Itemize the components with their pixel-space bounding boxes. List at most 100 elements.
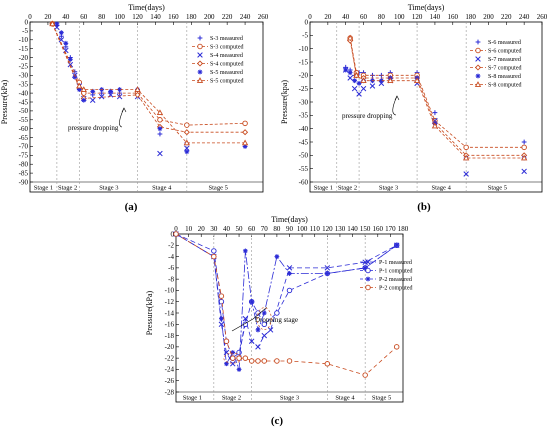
marker-point [76, 87, 82, 92]
marker-point [173, 231, 179, 237]
y-tick-label: -20 [165, 343, 175, 351]
marker-point [365, 267, 371, 274]
chart-panel-1: 0 20 40 60 80 100 120 140 160 180 200 220 240 260 Time… [0, 3, 269, 213]
marker-point [196, 60, 204, 67]
y-tick-label: -75 [19, 152, 29, 160]
marker-point [324, 361, 331, 367]
y-tick-label: -40 [299, 125, 309, 133]
annotation-arrowhead [121, 107, 127, 113]
series-line [175, 233, 397, 376]
marker-point [324, 265, 331, 271]
marker-point [242, 355, 249, 361]
marker-point [463, 144, 469, 151]
y-tick-label: -80 [19, 161, 29, 169]
stage-label: Stage 3 [379, 185, 398, 192]
x-tick-label: 160 [168, 13, 179, 21]
marker-point [475, 73, 481, 79]
marker-point [394, 242, 400, 248]
x-tick-label: 140 [347, 225, 358, 233]
marker-point [72, 74, 78, 80]
x-tick-label: 170 [385, 225, 396, 233]
x-tick-label: 180 [465, 13, 476, 21]
legend-label: S-7 measured [488, 57, 521, 63]
marker-point [520, 154, 528, 161]
stage-label: Stage 1 [34, 185, 53, 192]
marker-point [157, 117, 163, 123]
annotation-text: pressure dropping [342, 112, 393, 120]
marker-point [242, 120, 248, 127]
x-tick-label: 110 [310, 225, 321, 233]
x-tick-label: 140 [430, 13, 441, 21]
y-tick-label: -8 [168, 275, 174, 283]
marker-point [255, 344, 261, 350]
legend: S-3 measured S-3 computed S-4 measured S-4 … [192, 35, 244, 85]
marker-point [116, 93, 123, 100]
y-tick-label: -5 [22, 27, 28, 35]
series-s-5-computed [49, 20, 249, 146]
marker-point [223, 338, 230, 344]
x-tick-label: 80 [98, 13, 106, 21]
marker-point [156, 109, 164, 116]
marker-point [286, 265, 293, 271]
marker-point [98, 93, 105, 100]
legend-label: S-5 computed [210, 79, 244, 85]
marker-point [211, 253, 217, 260]
y-tick-label: -20 [19, 54, 29, 62]
marker-point [242, 129, 249, 136]
y-tick-label: -5 [302, 32, 308, 40]
marker-point [475, 39, 481, 45]
marker-point [462, 154, 470, 161]
x-tick-label: 30 [210, 225, 218, 233]
marker-point [362, 265, 368, 271]
x-tick-label: 140 [150, 13, 161, 21]
marker-point [347, 75, 353, 81]
y-tick-label: -15 [299, 58, 309, 66]
x-tick-label: 0 [28, 13, 32, 21]
marker-point [242, 321, 249, 328]
stage-label: Stage 3 [280, 395, 299, 402]
marker-point [157, 126, 163, 132]
stage-label: Stage 2 [58, 185, 77, 192]
marker-point [242, 144, 248, 149]
x-tick-label: 0 [308, 13, 312, 21]
marker-point [248, 358, 255, 364]
marker-point [117, 87, 123, 92]
x-axis-title: Time(days) [128, 3, 165, 12]
marker-point [346, 34, 354, 41]
y-tick-label: 0 [305, 18, 309, 26]
x-tick-label: 220 [501, 13, 512, 21]
marker-point [360, 77, 367, 84]
y-tick-label: -10 [165, 287, 175, 295]
marker-point [183, 129, 190, 136]
y-tick-label: -14 [165, 309, 175, 317]
y-tick-label: -35 [299, 112, 309, 120]
marker-point [413, 77, 421, 84]
legend-label: S-5 measured [210, 70, 243, 76]
x-tick-label: 10 [185, 225, 193, 233]
panel-label: (b) [417, 201, 431, 213]
annotation-text: pressure dropping [68, 124, 119, 132]
marker-point [261, 332, 268, 339]
y-tick-label: -50 [19, 107, 29, 115]
x-tick-label: 70 [261, 225, 269, 233]
marker-point [197, 43, 203, 50]
marker-point [378, 78, 384, 84]
stage-label: Stage 2 [338, 185, 357, 192]
x-tick-label: 80 [273, 225, 281, 233]
marker-point [242, 248, 248, 254]
plot-frame [309, 21, 543, 193]
legend-label: P-1 measured [379, 260, 412, 266]
marker-point [229, 361, 236, 367]
marker-point [387, 77, 394, 84]
x-tick-label: 120 [322, 225, 333, 233]
y-tick-label: -65 [19, 134, 29, 142]
marker-point [360, 85, 367, 92]
marker-point [351, 85, 358, 92]
y-tick-label: -10 [299, 45, 309, 53]
y-tick-label: -40 [19, 89, 29, 97]
marker-point [432, 110, 438, 116]
y-tick-label: -15 [19, 45, 29, 53]
marker-point [347, 70, 353, 76]
y-tick-label: -90 [19, 178, 29, 186]
stage-label: Stage 4 [152, 185, 172, 192]
